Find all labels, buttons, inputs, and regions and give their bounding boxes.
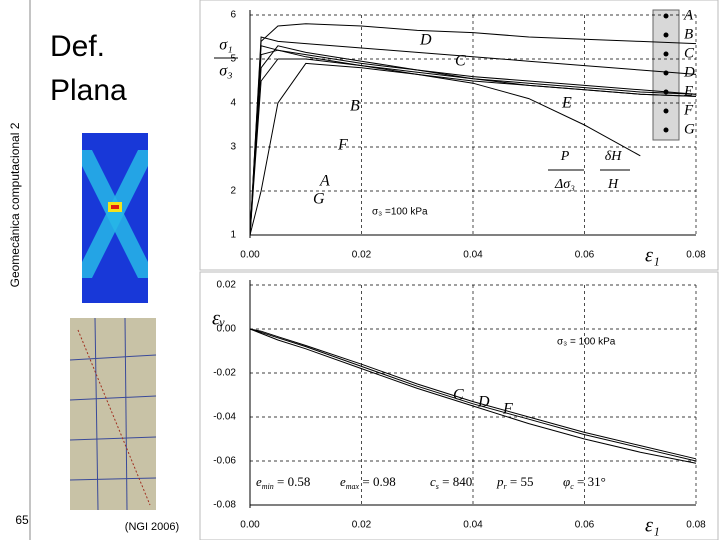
x-tick-label: 0.06 bbox=[575, 250, 595, 261]
chart-frame bbox=[199, 271, 719, 540]
legend-label: A bbox=[683, 7, 694, 23]
series-line bbox=[249, 23, 697, 236]
parameter-value: = 55 bbox=[507, 474, 534, 489]
x-axis-label: ε₁ bbox=[645, 515, 660, 537]
series-line bbox=[249, 36, 697, 236]
chart-frame bbox=[199, 0, 719, 271]
series-line bbox=[249, 62, 697, 236]
x-tick-label: 0.00 bbox=[240, 520, 260, 531]
parameter-symbol: φ bbox=[563, 474, 570, 489]
y-tick-label: -0.02 bbox=[213, 368, 236, 379]
title-line: Def. bbox=[50, 30, 105, 63]
series-label: D bbox=[419, 32, 432, 49]
mesh-node bbox=[663, 32, 669, 38]
mesh-node bbox=[663, 70, 669, 76]
mesh-node bbox=[663, 127, 669, 133]
mesh-node bbox=[663, 13, 669, 19]
y-tick-label: 1 bbox=[230, 230, 236, 241]
series-line bbox=[249, 45, 641, 236]
y-tick-label: 4 bbox=[230, 98, 236, 109]
y-tick-label: 6 bbox=[230, 10, 236, 21]
series-line bbox=[249, 328, 697, 464]
y-tick-label: -0.04 bbox=[213, 412, 236, 423]
annotation: σ₃ =100 kPa bbox=[372, 207, 428, 218]
legend-label: B bbox=[684, 26, 693, 42]
y-label-denominator: σ₃ bbox=[219, 63, 232, 80]
series-label: F bbox=[337, 137, 348, 154]
legend-label: C bbox=[684, 45, 695, 61]
sample-photo bbox=[69, 317, 157, 511]
legend-label: D bbox=[683, 64, 695, 80]
parameter-subscript: r bbox=[504, 482, 508, 491]
parameter-value: = 0.98 bbox=[359, 474, 396, 489]
mesh-image bbox=[652, 9, 680, 141]
parameter: cs = 840 bbox=[430, 474, 472, 491]
legend-label: G bbox=[684, 121, 695, 137]
parameter: pr = 55 bbox=[496, 474, 533, 491]
x-tick-label: 0.06 bbox=[575, 520, 595, 531]
parameter-symbol: e bbox=[256, 474, 262, 489]
y-label-numerator: σ₁ bbox=[219, 37, 232, 54]
parameter-value: = 840 bbox=[439, 474, 472, 489]
series-line bbox=[249, 328, 697, 462]
annotation: σ₃ = 100 kPa bbox=[557, 337, 616, 348]
mesh-node bbox=[663, 51, 669, 57]
series-label: E bbox=[561, 95, 572, 112]
y-tick-label: -0.08 bbox=[213, 500, 236, 511]
series-label: F bbox=[502, 401, 513, 418]
page-number: 65 bbox=[15, 513, 29, 527]
side-title: Geomecânica computacional 2 bbox=[8, 122, 22, 287]
y-tick-label: 0.02 bbox=[217, 280, 237, 291]
legend-label: E bbox=[683, 83, 693, 99]
x-tick-label: 0.02 bbox=[352, 520, 372, 531]
caption: (NGI 2006) bbox=[125, 521, 179, 533]
y-tick-label: 0.00 bbox=[217, 324, 237, 335]
x-tick-label: 0.08 bbox=[686, 250, 706, 261]
series-label: B bbox=[350, 98, 360, 115]
y-tick-label: 2 bbox=[230, 186, 236, 197]
simulation-image bbox=[82, 133, 148, 303]
x-tick-label: 0.04 bbox=[463, 520, 483, 531]
series-label: D bbox=[477, 394, 490, 411]
x-axis-label: ε₁ bbox=[645, 245, 660, 267]
parameter-value: = 0.58 bbox=[274, 474, 311, 489]
fraction-denominator: H bbox=[607, 177, 619, 192]
y-tick-label: -0.06 bbox=[213, 456, 236, 467]
y-axis-label: εᵥ bbox=[212, 308, 225, 330]
x-tick-label: 0.00 bbox=[240, 250, 260, 261]
y-tick-label: 3 bbox=[230, 142, 236, 153]
fraction-numerator: P bbox=[560, 149, 570, 164]
series-label: C bbox=[455, 53, 466, 70]
fraction-denominator: Δσ₃ bbox=[554, 177, 575, 192]
parameter-subscript: min bbox=[262, 482, 274, 491]
series-label: C bbox=[453, 387, 464, 404]
series-line bbox=[249, 49, 697, 236]
series-line bbox=[249, 328, 697, 460]
x-tick-label: 0.02 bbox=[352, 250, 372, 261]
legend-label: F bbox=[683, 102, 694, 118]
y-tick-label: 5 bbox=[230, 54, 236, 65]
x-tick-label: 0.08 bbox=[686, 520, 706, 531]
parameter-symbol: c bbox=[430, 474, 436, 489]
parameter: φc = 31° bbox=[563, 474, 606, 491]
parameter-value: = 31° bbox=[574, 474, 606, 489]
parameter-symbol: p bbox=[496, 474, 504, 489]
fraction-numerator: δH bbox=[605, 149, 623, 164]
parameter: emax = 0.98 bbox=[340, 474, 396, 491]
x-tick-label: 0.04 bbox=[463, 250, 483, 261]
mesh-node bbox=[663, 108, 669, 114]
title-line: Plana bbox=[50, 74, 127, 107]
parameter-subscript: s bbox=[436, 482, 439, 491]
series-label: A bbox=[319, 173, 330, 190]
mesh-node bbox=[663, 89, 669, 95]
parameter-symbol: e bbox=[340, 474, 346, 489]
series-line bbox=[249, 58, 697, 236]
series-label: G bbox=[313, 191, 325, 208]
parameter-subscript: c bbox=[570, 482, 574, 491]
parameter: emin = 0.58 bbox=[256, 474, 310, 491]
parameter-subscript: max bbox=[346, 482, 360, 491]
